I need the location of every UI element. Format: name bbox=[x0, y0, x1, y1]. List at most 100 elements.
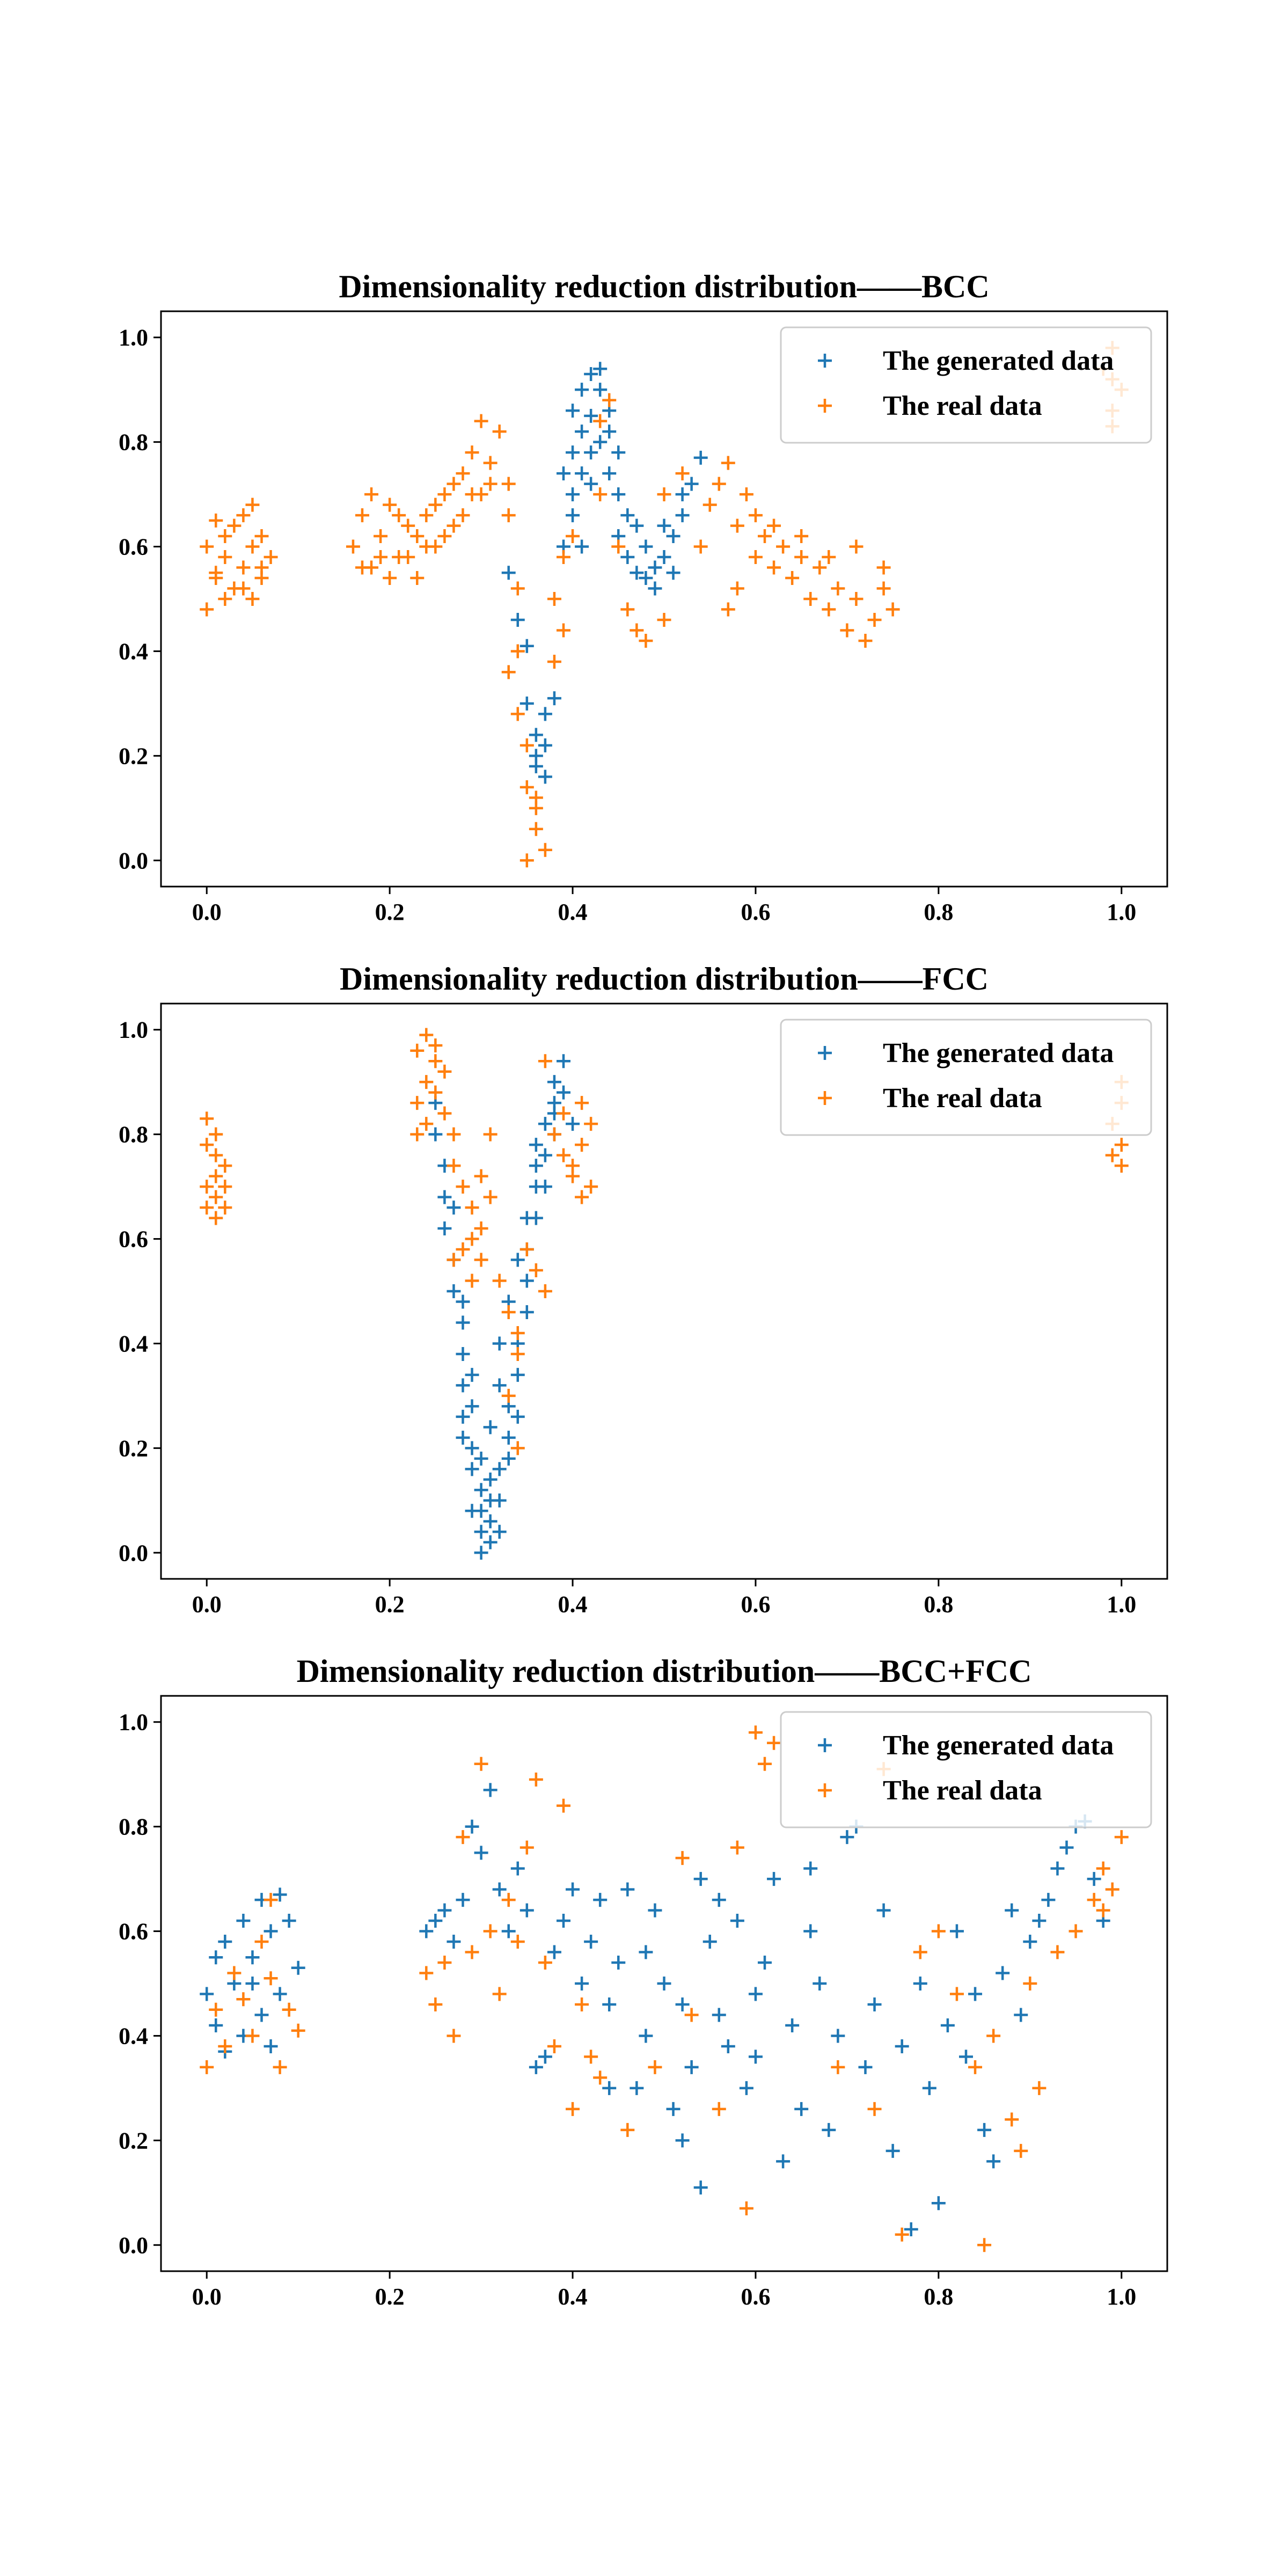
data-point bbox=[557, 466, 570, 481]
data-point bbox=[657, 612, 671, 627]
data-point bbox=[492, 425, 507, 439]
data-point bbox=[465, 445, 479, 460]
data-point bbox=[794, 2102, 809, 2116]
data-point bbox=[758, 529, 772, 544]
data-point bbox=[1059, 1840, 1074, 1855]
data-point bbox=[822, 2123, 836, 2137]
data-point bbox=[428, 1914, 443, 1928]
data-point bbox=[648, 1903, 662, 1918]
data-point bbox=[474, 1169, 488, 1183]
data-point bbox=[767, 1736, 781, 1750]
data-point bbox=[675, 466, 690, 481]
data-point bbox=[630, 623, 644, 638]
data-point bbox=[593, 487, 608, 502]
data-point bbox=[447, 1201, 461, 1215]
data-point bbox=[529, 728, 543, 742]
data-point bbox=[538, 1054, 552, 1069]
series-the-generated-data bbox=[501, 362, 708, 784]
data-point bbox=[739, 2081, 753, 2095]
y-tick-label: 0.8 bbox=[119, 429, 148, 456]
data-point bbox=[977, 2123, 992, 2137]
data-point bbox=[474, 1451, 488, 1466]
y-tick-label: 1.0 bbox=[119, 325, 148, 351]
data-point bbox=[822, 602, 836, 617]
data-point bbox=[1069, 1924, 1083, 1938]
y-tick-label: 1.0 bbox=[119, 1017, 148, 1043]
x-tick-label: 0.8 bbox=[924, 899, 953, 925]
series-the-real-data bbox=[200, 1725, 1129, 2252]
data-point bbox=[264, 1924, 278, 1938]
data-point bbox=[209, 1211, 223, 1225]
data-point bbox=[529, 1159, 543, 1173]
data-point bbox=[410, 529, 425, 544]
data-point bbox=[474, 1757, 488, 1771]
x-tick-label: 0.6 bbox=[741, 2284, 770, 2310]
data-point bbox=[986, 2154, 1001, 2169]
data-point bbox=[831, 581, 845, 596]
data-point bbox=[748, 508, 763, 523]
data-point bbox=[501, 477, 516, 491]
data-point bbox=[922, 2081, 936, 2095]
data-point bbox=[456, 1180, 470, 1194]
data-point bbox=[611, 445, 626, 460]
data-point bbox=[510, 1441, 525, 1455]
data-point bbox=[254, 1935, 269, 1949]
data-point bbox=[968, 1987, 983, 2001]
data-point bbox=[510, 1346, 525, 1361]
data-point bbox=[236, 560, 251, 575]
data-point bbox=[538, 1148, 552, 1162]
data-point bbox=[456, 1346, 470, 1361]
data-point bbox=[428, 1038, 443, 1052]
data-point bbox=[1005, 2112, 1019, 2127]
data-point bbox=[501, 1451, 516, 1466]
x-tick-label: 0.0 bbox=[192, 899, 222, 925]
data-point bbox=[483, 1924, 497, 1938]
x-tick-label: 0.0 bbox=[192, 1591, 222, 1618]
data-point bbox=[959, 2050, 973, 2064]
data-point bbox=[593, 435, 608, 449]
data-point bbox=[529, 749, 543, 763]
data-point bbox=[519, 738, 534, 752]
legend-box bbox=[780, 1019, 1152, 1136]
data-point bbox=[364, 487, 379, 502]
data-point bbox=[538, 1180, 552, 1194]
legend-label: The generated data bbox=[883, 346, 1114, 376]
data-point bbox=[492, 1336, 507, 1351]
data-point bbox=[510, 1326, 525, 1340]
data-point bbox=[245, 1950, 260, 1965]
data-point bbox=[566, 1117, 580, 1131]
y-tick-label: 0.8 bbox=[119, 1122, 148, 1148]
data-point bbox=[264, 1893, 278, 1907]
legend-marker bbox=[818, 1783, 832, 1797]
data-point bbox=[584, 1180, 598, 1194]
data-point bbox=[785, 2018, 800, 2032]
data-point bbox=[355, 508, 369, 523]
data-point bbox=[492, 1525, 507, 1539]
data-point bbox=[483, 1420, 497, 1435]
data-point bbox=[1023, 1935, 1037, 1949]
data-point bbox=[831, 2060, 845, 2074]
data-point bbox=[282, 1914, 296, 1928]
data-point bbox=[200, 1111, 214, 1126]
x-tick-label: 0.8 bbox=[924, 1591, 953, 1618]
series-the-real-data bbox=[200, 1028, 1129, 1455]
data-point bbox=[437, 1190, 452, 1204]
data-point bbox=[209, 1950, 223, 1965]
data-point bbox=[867, 1997, 882, 2011]
data-point bbox=[474, 1504, 488, 1518]
data-point bbox=[867, 2102, 882, 2116]
data-point bbox=[492, 1378, 507, 1393]
data-point bbox=[620, 550, 635, 565]
y-tick-label: 0.6 bbox=[119, 1919, 148, 1945]
data-point bbox=[895, 2227, 909, 2242]
data-point bbox=[510, 707, 525, 721]
data-point bbox=[730, 1840, 744, 1855]
x-tick-label: 0.2 bbox=[375, 1591, 405, 1618]
data-point bbox=[584, 1117, 598, 1131]
data-point bbox=[813, 1977, 827, 1990]
data-point bbox=[474, 414, 488, 428]
legend-marker bbox=[818, 1046, 832, 1060]
data-point bbox=[730, 518, 744, 533]
data-point bbox=[200, 2060, 214, 2074]
y-tick-label: 0.2 bbox=[119, 2127, 148, 2154]
